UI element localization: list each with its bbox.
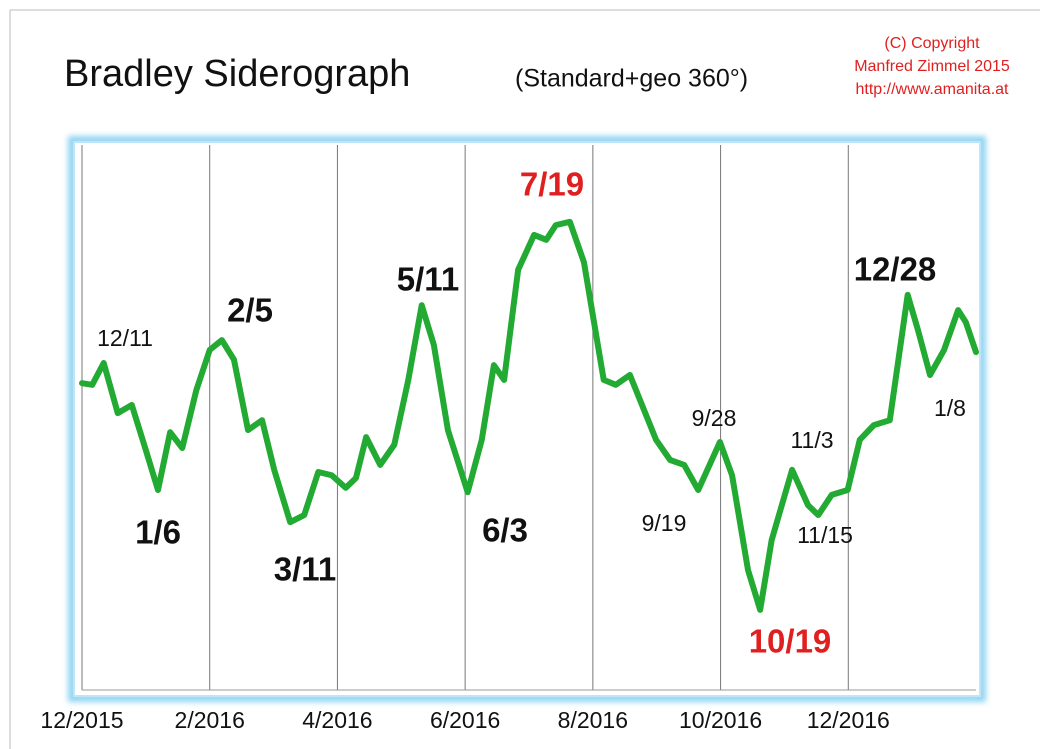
annotation: 1/6 [135, 514, 181, 551]
x-tick-label: 8/2016 [558, 707, 628, 733]
chart-title: Bradley Siderograph [64, 53, 410, 95]
copyright: (C) Copyright [884, 35, 980, 52]
copyright: http://www.amanita.at [856, 81, 1010, 98]
x-tick-label: 2/2016 [175, 707, 245, 733]
chart-subtitle: (Standard+geo 360°) [515, 65, 748, 93]
annotation: 9/19 [642, 510, 687, 536]
annotation: 11/3 [790, 427, 833, 453]
series-line [79, 218, 979, 613]
annotation: 5/11 [397, 261, 459, 298]
annotation: 7/19 [520, 166, 584, 203]
annotation: 6/3 [482, 512, 528, 549]
annotation: 10/19 [749, 623, 832, 660]
x-tick-label: 4/2016 [302, 707, 372, 733]
x-tick-label: 12/2016 [807, 707, 890, 733]
copyright: Manfred Zimmel 2015 [854, 58, 1010, 75]
annotation: 3/11 [274, 551, 336, 588]
plot-glow [68, 136, 986, 702]
annotation: 12/11 [97, 325, 153, 351]
annotation: 2/5 [227, 292, 273, 329]
x-tick-label: 12/2015 [40, 707, 123, 733]
annotation: 9/28 [692, 405, 737, 431]
annotation: 11/15 [797, 522, 853, 548]
annotation: 12/28 [854, 251, 937, 288]
x-tick-label: 10/2016 [679, 707, 762, 733]
x-tick-label: 6/2016 [430, 707, 500, 733]
annotation: 1/8 [934, 395, 966, 421]
plot-area [73, 141, 981, 697]
